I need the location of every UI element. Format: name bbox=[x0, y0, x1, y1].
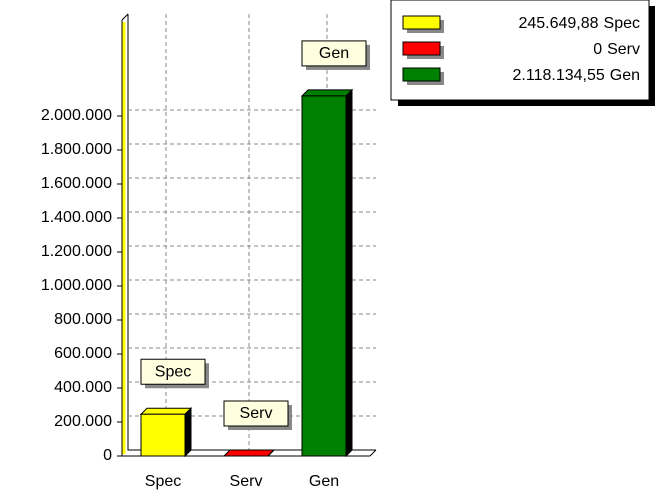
legend-swatch bbox=[402, 67, 441, 82]
back-wall bbox=[127, 14, 376, 451]
y-tick-label: 200.000 bbox=[54, 413, 112, 430]
bar-side bbox=[345, 88, 353, 458]
legend-value: 2.118.134,55 bbox=[513, 67, 605, 84]
y-tick-label: 600.000 bbox=[54, 345, 112, 362]
y-tick-label: 1.600.000 bbox=[41, 175, 112, 192]
legend-value: 245.649,88 bbox=[518, 15, 598, 32]
x-tick-label: Serv bbox=[230, 473, 263, 490]
x-axis-corner bbox=[369, 449, 377, 457]
y-tick-label: 1.800.000 bbox=[41, 141, 112, 158]
legend-swatch bbox=[402, 41, 441, 56]
annotation: Spec bbox=[155, 363, 191, 380]
legend-value: 0 bbox=[593, 41, 602, 58]
y-tick-label: 2.000.000 bbox=[41, 107, 112, 124]
x-tick-label: Spec bbox=[145, 473, 181, 490]
bar-top bbox=[300, 89, 354, 97]
annotation-box bbox=[223, 400, 289, 427]
bar-side bbox=[267, 449, 275, 457]
annotation: Serv bbox=[240, 405, 273, 422]
legend-swatch bbox=[402, 15, 441, 30]
y-tick-label: 1.000.000 bbox=[41, 277, 112, 294]
bar-side bbox=[184, 407, 192, 458]
x-tick-label: Gen bbox=[309, 473, 339, 490]
y-tick-label: 1.200.000 bbox=[41, 243, 112, 260]
y-tick-label: 800.000 bbox=[54, 311, 112, 328]
bar-top bbox=[222, 449, 276, 457]
legend-name: Spec bbox=[604, 15, 640, 32]
y-tick-label: 400.000 bbox=[54, 379, 112, 396]
legend-name: Gen bbox=[610, 67, 640, 84]
bar-top bbox=[139, 407, 193, 415]
annotation-box bbox=[140, 358, 206, 385]
y-tick-label: 1.400.000 bbox=[41, 209, 112, 226]
bar bbox=[140, 413, 186, 457]
bar bbox=[301, 95, 347, 457]
annotation: Gen bbox=[319, 45, 349, 62]
axis-corner bbox=[121, 13, 129, 21]
y-tick-label: 0 bbox=[103, 447, 112, 464]
legend-name: Serv bbox=[607, 41, 640, 58]
annotation-box bbox=[301, 40, 367, 67]
